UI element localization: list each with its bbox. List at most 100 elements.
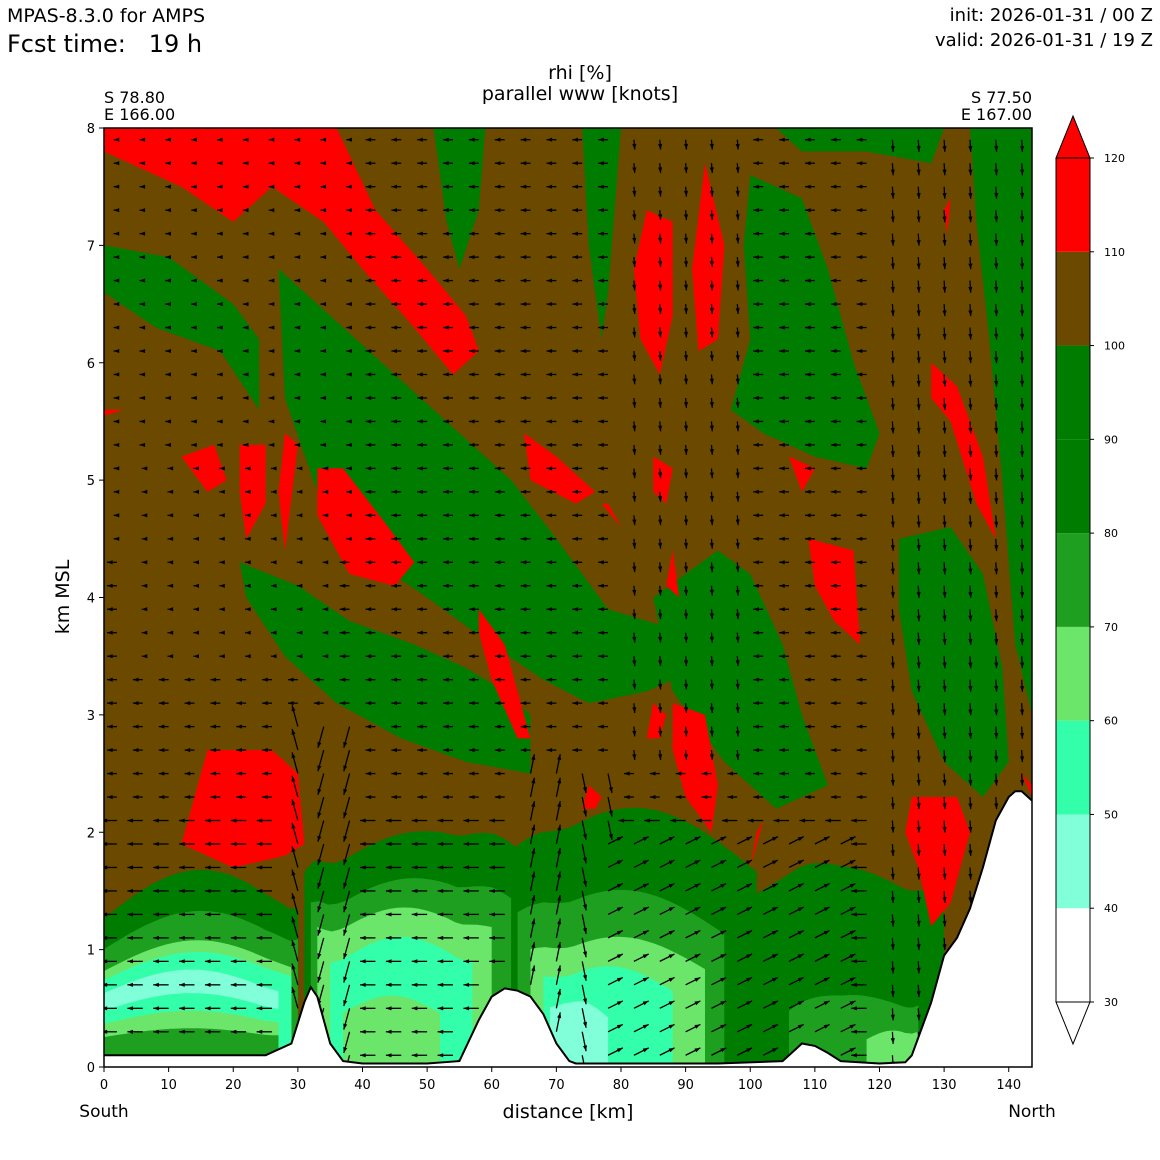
wind-vector-head <box>391 419 398 424</box>
wind-vector <box>343 796 351 819</box>
wind-vector-head <box>391 161 398 166</box>
y-tick-label: 0 <box>87 1061 95 1076</box>
wind-vector-head <box>735 754 740 760</box>
wind-vector <box>391 442 402 447</box>
wind-vector-head <box>598 161 604 166</box>
wind-vector <box>779 255 790 260</box>
wind-vector-head <box>468 442 475 447</box>
wind-vector-head <box>779 395 785 401</box>
wind-vector <box>204 888 221 893</box>
wind-vector <box>890 186 895 199</box>
wind-vector <box>804 654 815 659</box>
wind-vector-head <box>916 850 921 857</box>
wind-vector <box>572 278 583 283</box>
wind-vector <box>546 372 557 377</box>
wind-vector <box>391 255 402 260</box>
wind-vector <box>890 585 895 598</box>
wind-vector-head <box>632 378 637 385</box>
wind-vector <box>737 929 753 939</box>
wind-vector <box>153 982 169 987</box>
wind-vector-head <box>668 953 675 959</box>
wind-vector <box>994 304 999 317</box>
wind-vector <box>685 1000 701 1009</box>
wind-vector <box>607 1023 624 1033</box>
wind-vector <box>391 348 402 354</box>
wind-vector-head <box>683 308 689 314</box>
wind-vector <box>385 1053 402 1058</box>
wind-vector <box>856 771 867 776</box>
wind-vector-head <box>632 261 637 267</box>
wind-vector-head <box>236 748 242 753</box>
wind-vector <box>391 771 402 776</box>
wind-vector-head <box>242 231 249 236</box>
wind-vector <box>468 161 479 166</box>
wind-vector <box>268 208 275 213</box>
wind-vector-head <box>890 263 895 270</box>
wind-vector <box>520 536 531 541</box>
wind-vector <box>443 372 453 377</box>
wind-vector <box>753 302 764 307</box>
wind-vector-head <box>191 348 197 354</box>
wind-vector <box>658 726 663 737</box>
wind-vector-head <box>572 419 578 424</box>
wind-vector-head <box>753 184 759 189</box>
wind-vector-head <box>642 1024 649 1029</box>
wind-vector-head <box>317 976 322 983</box>
wind-vector <box>788 1000 805 1009</box>
wind-vector-head <box>132 794 139 800</box>
wind-vector-head <box>1020 169 1025 176</box>
wind-vector <box>851 1053 867 1058</box>
wind-vector-head <box>391 724 398 729</box>
wind-vector <box>830 489 841 494</box>
wind-vector-head <box>184 771 191 776</box>
wind-vector <box>520 278 531 283</box>
wind-vector-head <box>294 208 301 213</box>
wind-vector <box>443 348 453 354</box>
rhi-saturated-region <box>931 362 996 539</box>
wind-vector <box>581 796 588 817</box>
wind-vector <box>658 163 663 174</box>
wind-vector <box>1020 421 1025 434</box>
wind-vector-head <box>193 489 200 494</box>
wind-vector <box>968 421 973 434</box>
wind-vector <box>184 724 195 729</box>
colorbar-tick-label: 80 <box>1104 527 1118 540</box>
wind-vector <box>942 538 947 551</box>
wind-vector-head <box>849 883 856 888</box>
wind-vector-head <box>557 801 562 808</box>
wind-vector <box>294 442 301 447</box>
wind-vector <box>683 163 689 174</box>
wind-vector-head <box>365 654 372 659</box>
wind-vector <box>916 585 921 598</box>
wind-vector <box>262 771 273 776</box>
wind-vector <box>598 583 609 588</box>
valid-time: valid: 2026-01-31 / 19 Z <box>935 30 1153 51</box>
wind-vector <box>598 325 609 330</box>
wind-vector <box>572 255 583 260</box>
wind-vector-head <box>443 794 449 800</box>
wind-vector-head <box>494 466 501 471</box>
wind-vector-head <box>468 794 475 800</box>
wind-vector-head <box>779 137 785 142</box>
wind-vector <box>385 888 402 893</box>
wind-vector <box>916 233 921 246</box>
wind-vector <box>294 278 301 283</box>
wind-vector-head <box>994 639 999 645</box>
wind-vector-head <box>916 568 921 575</box>
wind-vector-head <box>856 536 863 541</box>
wind-vector-head <box>849 836 856 841</box>
wind-vector-head <box>658 448 663 455</box>
wind-vector-head <box>184 748 191 753</box>
wind-vector-head <box>942 263 947 270</box>
wind-vector <box>113 137 120 142</box>
wind-vector-head <box>890 286 895 293</box>
wind-vector-head <box>727 771 734 776</box>
wind-vector <box>217 255 223 260</box>
right-endpoint-coords: S 77.50 E 167.00 <box>961 89 1032 123</box>
wind-vector-head <box>270 583 277 588</box>
rhi-saturated-region <box>646 703 667 739</box>
wind-vector <box>942 632 947 645</box>
colorbar-tick-label: 70 <box>1104 621 1118 634</box>
wind-vector <box>463 1006 479 1011</box>
wind-vector-head <box>916 944 921 950</box>
